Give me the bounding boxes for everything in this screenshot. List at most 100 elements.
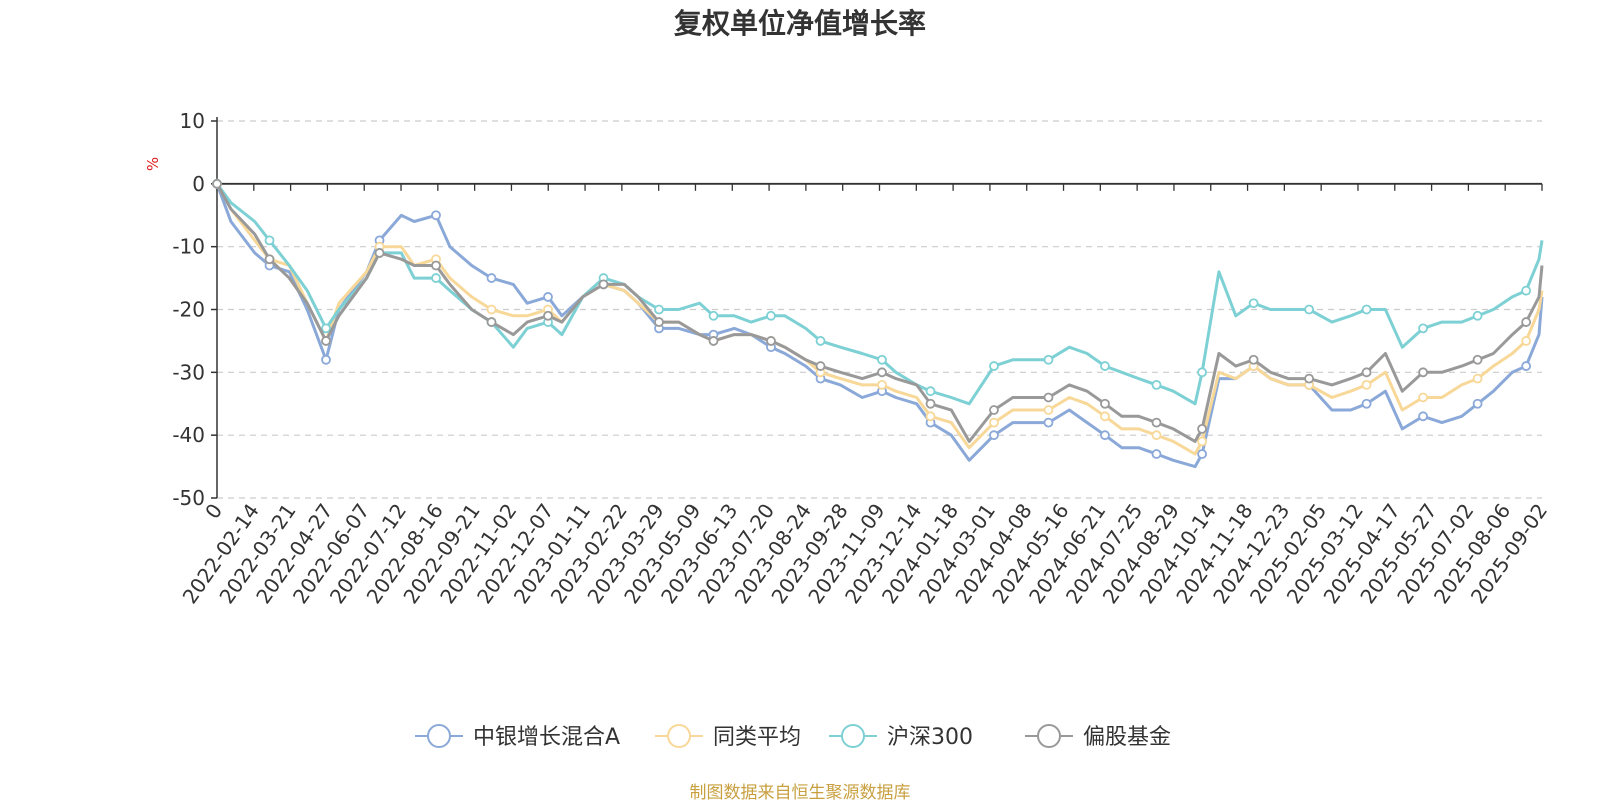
- series-point: [925, 398, 936, 409]
- series-point: [486, 304, 497, 315]
- series-point: [1418, 323, 1428, 334]
- y-tick-label: -40: [172, 423, 205, 447]
- y-tick-label: 0: [192, 172, 205, 196]
- series-point: [815, 361, 826, 371]
- series-point: [989, 405, 999, 415]
- series-point: [815, 336, 826, 346]
- series-point: [1361, 304, 1372, 315]
- series-point: [1521, 285, 1532, 296]
- series-point: [264, 254, 275, 265]
- series-point: [1043, 405, 1054, 415]
- series-line: [215, 183, 1544, 443]
- series-point: [925, 386, 936, 397]
- series-point: [1151, 379, 1162, 390]
- y-axis-unit-label: %: [144, 157, 162, 171]
- series-point: [1418, 392, 1428, 403]
- axis-layer: 100-10-20-30-40-5002022-02-142022-03-212…: [172, 109, 1552, 608]
- series-point: [1472, 373, 1483, 384]
- series-point: [1100, 430, 1110, 441]
- series-point: [1151, 430, 1162, 441]
- series-point: [1472, 354, 1483, 365]
- series-point: [486, 317, 497, 327]
- series-point: [1521, 317, 1532, 327]
- series-point: [1521, 336, 1532, 346]
- series-point: [1361, 398, 1372, 409]
- series-layer: [212, 178, 1544, 469]
- series-point: [1043, 354, 1054, 365]
- legend-item: 沪深300: [829, 724, 973, 750]
- series-point: [708, 336, 719, 346]
- series-point: [431, 273, 441, 283]
- series-line: [215, 183, 1544, 469]
- series-point: [374, 248, 385, 258]
- series-point: [1521, 361, 1532, 371]
- series-point: [1100, 361, 1110, 371]
- series-point: [1418, 411, 1428, 422]
- legend-marker: [1037, 724, 1061, 748]
- series-point: [877, 367, 887, 378]
- chart-title: 复权单位净值增长率: [673, 7, 926, 40]
- legend: 中银增长混合A 同类平均 沪深300 偏股基金: [415, 724, 1171, 750]
- y-tick-label: -10: [172, 235, 205, 259]
- series-point: [877, 379, 887, 390]
- legend-label: 中银增长混合A: [473, 725, 620, 750]
- series-point: [1304, 373, 1315, 384]
- grid-layer: [217, 120, 1542, 499]
- legend-marker: [841, 724, 865, 748]
- legend-marker: [427, 724, 451, 748]
- source-note: 制图数据来自恒生聚源数据库: [689, 783, 911, 803]
- series-point: [543, 310, 553, 321]
- series-point: [212, 178, 222, 189]
- series-point: [989, 361, 999, 371]
- series-point: [1418, 367, 1428, 378]
- legend-marker: [667, 724, 691, 748]
- series-point: [1197, 436, 1207, 447]
- y-tick-label: -20: [172, 298, 205, 322]
- series-point: [598, 279, 609, 290]
- series-point: [989, 417, 999, 428]
- series-point: [431, 210, 441, 221]
- series-point: [766, 336, 776, 346]
- series-point: [1248, 298, 1259, 309]
- series-point: [1248, 354, 1259, 365]
- series-point: [1043, 417, 1054, 428]
- series-point: [925, 411, 936, 422]
- series-point: [321, 323, 331, 334]
- y-tick-label: -50: [172, 486, 205, 510]
- series-point: [543, 292, 553, 302]
- series-point: [877, 354, 887, 365]
- series-point: [1151, 417, 1162, 428]
- series-point: [654, 317, 664, 327]
- series-point: [321, 336, 331, 346]
- series-point: [1197, 367, 1207, 378]
- series-point: [1472, 398, 1483, 409]
- legend-item: 同类平均: [655, 724, 801, 750]
- series-point: [1304, 304, 1315, 315]
- series-point: [486, 273, 497, 283]
- series-point: [431, 260, 441, 271]
- legend-label: 同类平均: [713, 725, 801, 750]
- series-point: [1043, 392, 1054, 403]
- x-tick-label: 0: [200, 499, 227, 523]
- series-point: [989, 430, 999, 441]
- y-tick-label: -30: [172, 360, 205, 384]
- line-chart: 100-10-20-30-40-5002022-02-142022-03-212…: [144, 109, 1552, 750]
- series-point: [321, 354, 331, 365]
- legend-label: 偏股基金: [1083, 725, 1171, 750]
- legend-label: 沪深300: [887, 725, 973, 750]
- legend-item: 中银增长混合A: [415, 724, 620, 750]
- series-line: [215, 182, 1544, 406]
- legend-item: 偏股基金: [1025, 724, 1171, 750]
- series-point: [1361, 379, 1372, 390]
- series-point: [264, 235, 275, 246]
- y-tick-label: 10: [180, 109, 205, 133]
- series-point: [766, 310, 776, 321]
- series-point: [1151, 449, 1162, 459]
- series-point: [1100, 398, 1110, 409]
- series-point: [1197, 449, 1207, 459]
- series-point: [1472, 310, 1483, 321]
- series-point: [654, 304, 664, 315]
- series-point: [1197, 423, 1207, 434]
- series-point: [708, 310, 719, 321]
- series-point: [1100, 411, 1110, 422]
